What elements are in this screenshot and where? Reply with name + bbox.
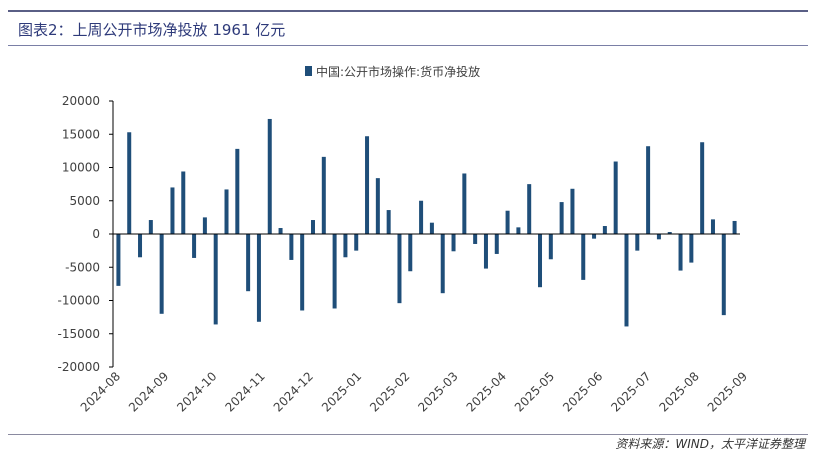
bar bbox=[559, 202, 564, 234]
title-rule bbox=[8, 45, 808, 46]
bar bbox=[473, 234, 478, 244]
bar bbox=[451, 234, 456, 252]
bar bbox=[310, 220, 315, 234]
figure-title: 图表2：上周公开市场净投放 1961 亿元 bbox=[18, 21, 286, 39]
bar bbox=[538, 234, 543, 288]
y-tick-label: -5000 bbox=[65, 260, 100, 274]
bar bbox=[527, 184, 532, 235]
bar bbox=[429, 222, 434, 234]
bar bbox=[213, 234, 218, 325]
bar bbox=[375, 178, 380, 234]
y-tick-label: 10000 bbox=[62, 161, 100, 175]
bar bbox=[419, 200, 424, 234]
bar bbox=[656, 234, 661, 240]
legend-swatch bbox=[305, 66, 312, 76]
bar bbox=[256, 234, 261, 322]
x-tick-label: 2025-01 bbox=[319, 369, 364, 414]
bar bbox=[192, 234, 197, 258]
source-note: 资料来源：WIND，太平洋证券整理 bbox=[615, 437, 805, 451]
x-tick-label: 2025-09 bbox=[705, 369, 750, 414]
bar bbox=[170, 187, 175, 234]
x-tick-label: 2024-11 bbox=[222, 369, 267, 414]
bar bbox=[332, 234, 337, 309]
bar bbox=[408, 234, 413, 272]
x-tick-label: 2025-04 bbox=[464, 369, 509, 414]
y-tick-label: -10000 bbox=[57, 294, 100, 308]
y-tick-label: 15000 bbox=[62, 127, 100, 141]
bar bbox=[689, 234, 694, 263]
bar bbox=[613, 161, 618, 234]
footer-rule bbox=[8, 434, 808, 435]
x-tick-label: 2024-09 bbox=[126, 369, 171, 414]
bar bbox=[624, 234, 629, 327]
bar bbox=[116, 234, 121, 286]
x-tick-label: 2024-08 bbox=[78, 369, 123, 414]
bar bbox=[581, 234, 586, 280]
bar bbox=[646, 146, 651, 234]
x-tick-label: 2025-02 bbox=[367, 369, 412, 414]
bar bbox=[570, 188, 575, 234]
y-tick-label: 20000 bbox=[62, 94, 100, 108]
x-tick-label: 2025-05 bbox=[512, 369, 557, 414]
bar bbox=[667, 232, 672, 234]
y-tick-label: 5000 bbox=[69, 194, 100, 208]
bar bbox=[592, 234, 597, 239]
bar bbox=[397, 234, 402, 304]
y-tick-label: -20000 bbox=[57, 360, 100, 374]
bar bbox=[440, 234, 445, 294]
bar bbox=[710, 219, 715, 234]
bar bbox=[138, 234, 143, 258]
bar bbox=[148, 220, 153, 234]
bar bbox=[516, 227, 521, 234]
bar bbox=[202, 217, 207, 235]
y-tick-label: -15000 bbox=[57, 327, 100, 341]
bar bbox=[267, 118, 272, 234]
bar bbox=[246, 234, 251, 292]
bar bbox=[483, 234, 488, 269]
bar bbox=[635, 234, 640, 251]
bar bbox=[289, 234, 294, 260]
bar bbox=[700, 142, 705, 234]
bar bbox=[678, 234, 683, 271]
bar bbox=[365, 136, 370, 234]
bar bbox=[386, 210, 391, 234]
bar bbox=[494, 234, 499, 254]
x-tick-label: 2024-10 bbox=[174, 369, 219, 414]
bar bbox=[127, 132, 132, 234]
bar bbox=[343, 234, 348, 258]
top-rule bbox=[8, 10, 808, 12]
bar bbox=[278, 228, 283, 234]
x-tick-label: 2025-03 bbox=[415, 369, 460, 414]
bar bbox=[721, 234, 726, 316]
x-tick-label: 2024-12 bbox=[271, 369, 316, 414]
bar bbox=[602, 226, 607, 234]
bar bbox=[300, 234, 305, 311]
legend-label: 中国:公开市场操作:货币净投放 bbox=[316, 64, 480, 79]
bar bbox=[235, 148, 240, 234]
bar bbox=[181, 171, 186, 234]
bar bbox=[224, 189, 229, 234]
y-tick-label: 0 bbox=[92, 227, 100, 241]
x-tick-label: 2025-06 bbox=[560, 369, 605, 414]
bar bbox=[548, 234, 553, 260]
x-tick-label: 2025-08 bbox=[657, 369, 702, 414]
bar bbox=[462, 173, 467, 234]
x-tick-label: 2025-07 bbox=[608, 369, 653, 414]
legend: 中国:公开市场操作:货币净投放 bbox=[305, 64, 480, 79]
bar bbox=[354, 234, 359, 251]
bar bbox=[732, 220, 737, 234]
bar bbox=[321, 156, 326, 234]
bar bbox=[159, 234, 164, 314]
bar bbox=[505, 210, 510, 234]
